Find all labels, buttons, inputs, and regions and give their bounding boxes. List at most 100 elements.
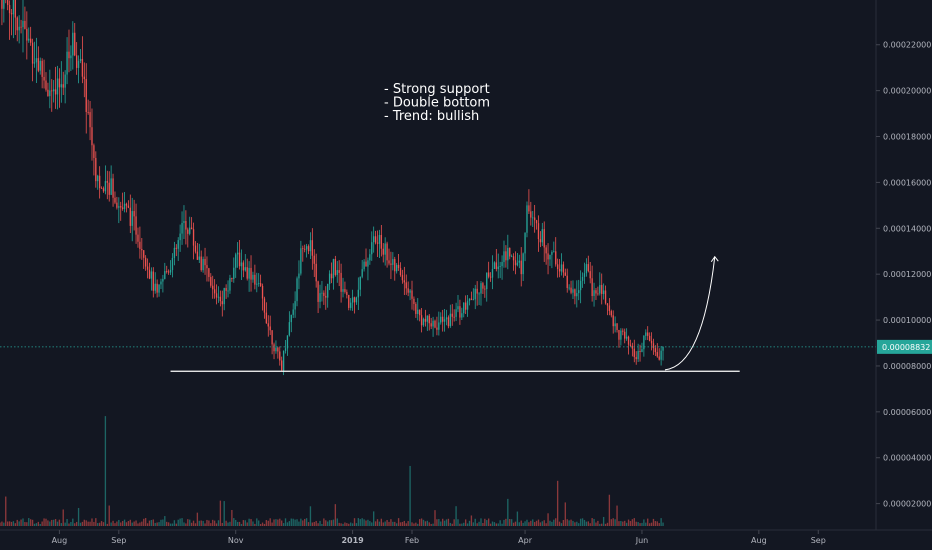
volume-bar — [432, 523, 434, 526]
volume-bar — [256, 518, 258, 526]
volume-bar — [141, 521, 143, 526]
price-axis-label: 0.00004000 — [883, 454, 931, 463]
volume-bar — [166, 521, 168, 526]
candle-body — [643, 335, 645, 350]
candle-body — [656, 352, 658, 357]
volume-bar — [135, 520, 137, 526]
candle-body — [564, 272, 566, 276]
candle-body — [106, 181, 108, 183]
candle-body — [160, 281, 162, 285]
candle-body — [156, 283, 158, 293]
volume-bar — [363, 519, 365, 526]
volume-bar — [413, 523, 415, 526]
candle-body — [373, 236, 375, 243]
candle-body — [240, 262, 243, 267]
annotation-note: - Strong support - Double bottom - Trend… — [384, 82, 494, 124]
candle-body — [357, 289, 360, 298]
volume-bar — [227, 522, 229, 526]
candle-body — [227, 290, 229, 292]
price-axis[interactable]: 0.00002000 0.00004000 0.00006000 0.00008000… — [876, 41, 931, 509]
candle-body — [353, 297, 356, 303]
candle-body — [169, 269, 172, 273]
volume-bar — [108, 505, 110, 526]
candle-body — [284, 348, 287, 351]
volume-bar — [133, 521, 135, 526]
volume-bar — [139, 522, 141, 526]
volume-bar — [436, 519, 438, 526]
candle-body — [16, 17, 18, 31]
volume-bar — [8, 521, 11, 526]
candle-body — [459, 306, 461, 318]
candle-body — [261, 285, 264, 299]
volume-bar — [265, 519, 268, 526]
candle-body — [231, 278, 233, 279]
volume-bar — [33, 523, 36, 526]
volume-bar — [491, 521, 494, 526]
time-axis-label: Sep — [111, 536, 126, 545]
candle-body — [236, 252, 239, 255]
volume-bar — [127, 521, 130, 526]
candle-body — [604, 290, 607, 304]
candle-body — [533, 217, 536, 221]
volume-bar — [204, 523, 206, 526]
volume-bar — [486, 520, 488, 526]
candle-body — [530, 211, 532, 218]
candle-body — [430, 323, 432, 327]
candle-body — [572, 289, 574, 293]
candle-body — [374, 236, 377, 243]
candle-body — [144, 257, 147, 267]
volume-bar — [334, 504, 337, 526]
volume-bar — [551, 521, 553, 526]
candle-body — [87, 111, 89, 113]
volume-bar — [532, 519, 534, 526]
candle-body — [41, 60, 43, 77]
candle-body — [574, 289, 576, 297]
candle-body — [309, 240, 312, 252]
candle-body — [22, 20, 24, 28]
candle-body — [323, 292, 325, 296]
candle-body — [1, 0, 3, 9]
candle-body — [315, 263, 317, 282]
volume-bar — [118, 519, 120, 526]
candle-body — [146, 266, 149, 270]
volume-bar — [100, 521, 103, 526]
volume-bar — [336, 518, 338, 526]
volume-bar — [426, 520, 429, 526]
candlesticks — [1, 0, 664, 376]
candle-body — [493, 262, 496, 270]
volume-bar — [156, 522, 158, 526]
candle-body — [325, 295, 327, 298]
volume-bar — [271, 522, 273, 526]
candle-body — [294, 301, 296, 310]
volume-bar — [466, 523, 469, 526]
candle-body — [202, 258, 204, 271]
volume-bar — [361, 518, 363, 526]
volume-bar — [612, 518, 614, 526]
volume-bar — [302, 520, 304, 526]
volume-bar — [259, 523, 262, 526]
candle-body — [35, 58, 38, 63]
volume-bar — [463, 522, 465, 526]
volume-bar — [110, 522, 112, 526]
candle-body — [29, 38, 32, 43]
volume-bar — [501, 523, 503, 526]
volume-bar — [330, 520, 333, 526]
volume-bar — [528, 522, 530, 526]
volume-bar — [647, 518, 649, 526]
volume-bar — [66, 519, 68, 526]
candle-body — [108, 182, 110, 195]
candle-body — [190, 227, 193, 230]
volume-bar — [279, 518, 281, 526]
candle-body — [660, 350, 662, 360]
volume-bar — [106, 523, 108, 526]
candle-body — [556, 264, 559, 269]
trend-arrow — [664, 256, 716, 371]
candle-body — [185, 221, 187, 230]
candle-body — [344, 289, 346, 292]
volume-bar — [631, 519, 634, 526]
time-axis[interactable]: Aug Sep Nov 2019 Feb Apr Jun Aug Sep — [52, 530, 826, 545]
candle-body — [365, 261, 367, 267]
volume-bar — [418, 519, 421, 526]
volume-bar — [95, 518, 97, 526]
